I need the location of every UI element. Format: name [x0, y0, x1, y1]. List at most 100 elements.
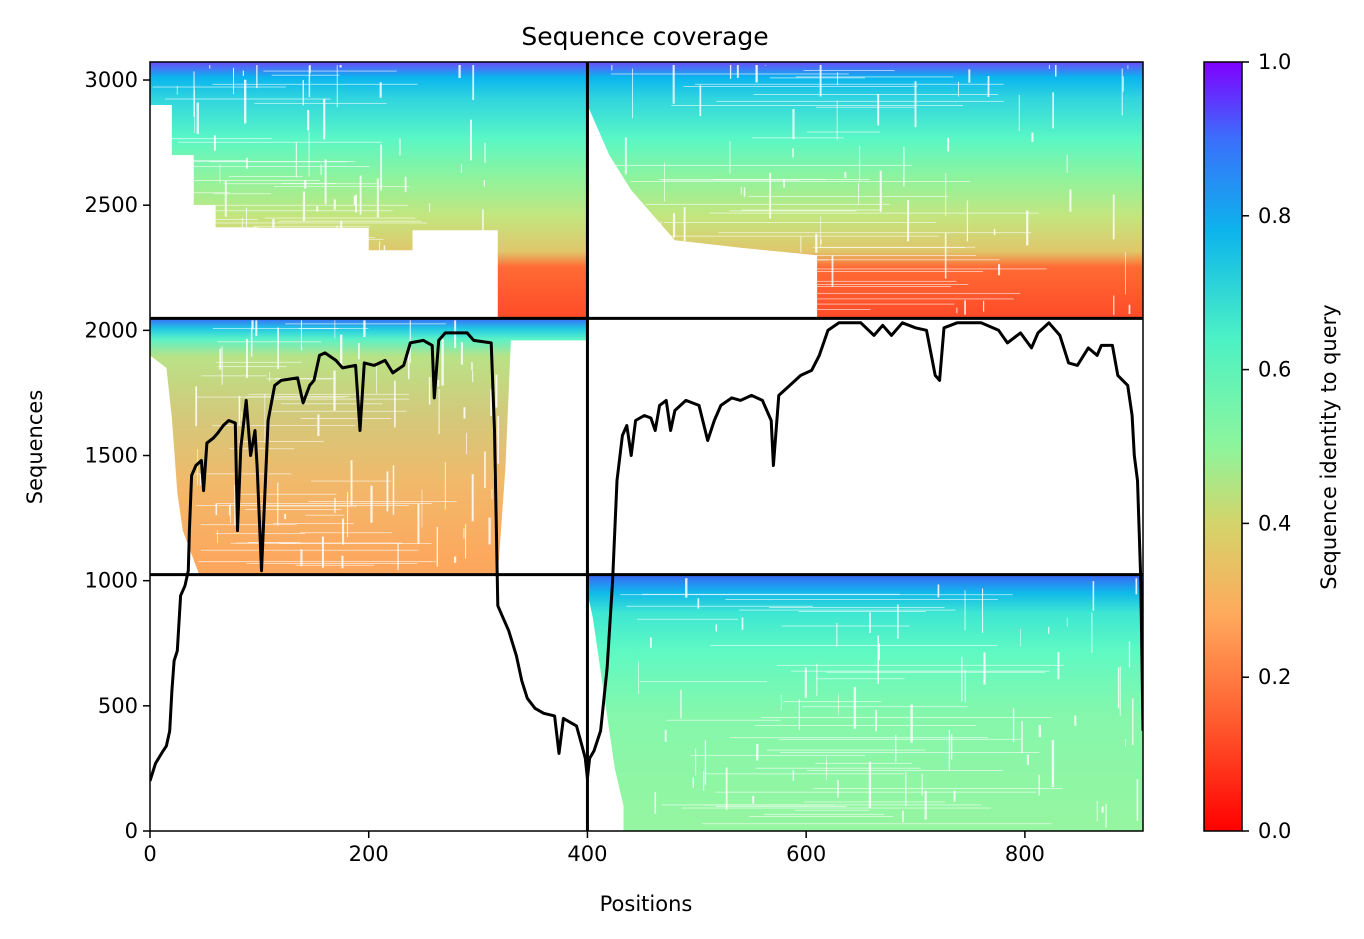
- gap-line: [715, 791, 1037, 793]
- gap-line: [164, 98, 331, 100]
- gap-streak: [195, 386, 198, 427]
- y-tick-label: 0: [125, 819, 138, 843]
- gap-line: [766, 749, 926, 751]
- gap-line: [614, 279, 787, 281]
- gap-line: [671, 105, 963, 106]
- gap-streak: [466, 432, 467, 455]
- coverage-line: [150, 321, 1143, 782]
- gap-streak: [1038, 774, 1040, 796]
- gap-streak: [902, 810, 904, 823]
- gap-line: [273, 523, 354, 525]
- gap-line: [161, 227, 258, 228]
- gap-streak: [624, 137, 627, 175]
- gap-streak: [1012, 708, 1015, 743]
- y-axis-label: Sequences: [23, 390, 47, 505]
- gap-streak: [683, 207, 686, 241]
- gap-line: [610, 73, 849, 75]
- gap-streak: [1117, 667, 1120, 709]
- gap-streak: [910, 704, 913, 743]
- gap-streak: [463, 407, 466, 419]
- gap-streak: [399, 138, 401, 156]
- gap-line: [219, 251, 364, 252]
- gap-streak: [339, 65, 342, 68]
- gap-line: [201, 375, 267, 377]
- gap-line: [178, 141, 382, 143]
- gap-streak: [482, 209, 484, 234]
- gap-line: [235, 493, 337, 495]
- gap-streak: [765, 65, 767, 67]
- gap-line: [215, 361, 302, 363]
- gap-streak: [166, 176, 169, 213]
- gap-streak: [228, 505, 231, 516]
- gap-streak: [1020, 629, 1021, 647]
- gap-line: [195, 278, 277, 280]
- gap-line: [683, 259, 829, 261]
- gap-streak: [441, 339, 444, 386]
- gap-line: [826, 671, 1045, 673]
- gap-streak: [214, 232, 217, 240]
- gap-streak: [246, 207, 247, 228]
- gap-streak: [1119, 666, 1121, 716]
- gap-streak: [246, 338, 248, 378]
- gap-line: [216, 503, 432, 504]
- gap-line: [612, 284, 969, 285]
- gap-line: [295, 564, 375, 566]
- gap-streak: [320, 164, 322, 175]
- gap-streak: [463, 528, 465, 539]
- gap-streak: [379, 241, 381, 277]
- gap-streak: [213, 135, 216, 151]
- gap-streak: [290, 236, 292, 260]
- gap-line: [252, 225, 371, 227]
- gap-streak: [342, 289, 345, 310]
- gap-streak: [798, 699, 800, 731]
- gap-line: [196, 505, 410, 506]
- gap-streak: [897, 604, 899, 639]
- gap-streak: [680, 273, 683, 313]
- gap-streak: [437, 379, 440, 387]
- gap-streak: [350, 460, 353, 505]
- gap-streak: [836, 100, 838, 140]
- gap-line: [742, 292, 1021, 294]
- gap-line: [815, 762, 912, 764]
- gap-line: [285, 323, 447, 325]
- gap-streak: [241, 217, 243, 257]
- gap-line: [666, 719, 781, 721]
- colorbar-ticks: 0.0 0.2 0.4 0.6 0.8 1.0: [1242, 50, 1291, 843]
- gap-streak: [334, 320, 336, 339]
- gap-streak: [804, 667, 807, 698]
- gap-line: [716, 100, 1004, 102]
- gap-streak: [219, 348, 222, 370]
- gap-line: [298, 327, 339, 329]
- gap-line: [268, 410, 407, 412]
- gap-streak: [316, 206, 319, 212]
- gap-line: [300, 417, 392, 419]
- gap-line: [246, 563, 418, 565]
- gap-line: [247, 542, 301, 543]
- gap-streak: [982, 300, 985, 312]
- gap-streak: [394, 380, 396, 428]
- gap-streak: [869, 612, 871, 633]
- gap-streak: [1048, 626, 1050, 634]
- gap-streak: [752, 796, 755, 804]
- gap-line: [794, 809, 870, 811]
- gap-streak: [460, 342, 463, 365]
- gap-streak: [981, 588, 984, 633]
- gap-line: [271, 74, 340, 76]
- gap-streak: [300, 549, 303, 567]
- gap-streak: [392, 465, 395, 515]
- gap-streak: [488, 517, 491, 545]
- gap-streak: [1127, 65, 1129, 70]
- gap-streak: [370, 485, 373, 523]
- gap-line: [258, 252, 344, 254]
- gap-line: [815, 678, 905, 680]
- gap-streak: [471, 474, 474, 522]
- gap-line: [308, 501, 457, 502]
- gap-line: [281, 183, 337, 184]
- gap-streak: [844, 172, 847, 178]
- gap-line: [801, 706, 968, 708]
- x-axis: 0 200 400 600 800: [143, 831, 1045, 866]
- gap-line: [620, 594, 1013, 596]
- gap-streak: [472, 370, 474, 383]
- gap-streak: [1125, 739, 1127, 747]
- gap-streak: [646, 265, 649, 275]
